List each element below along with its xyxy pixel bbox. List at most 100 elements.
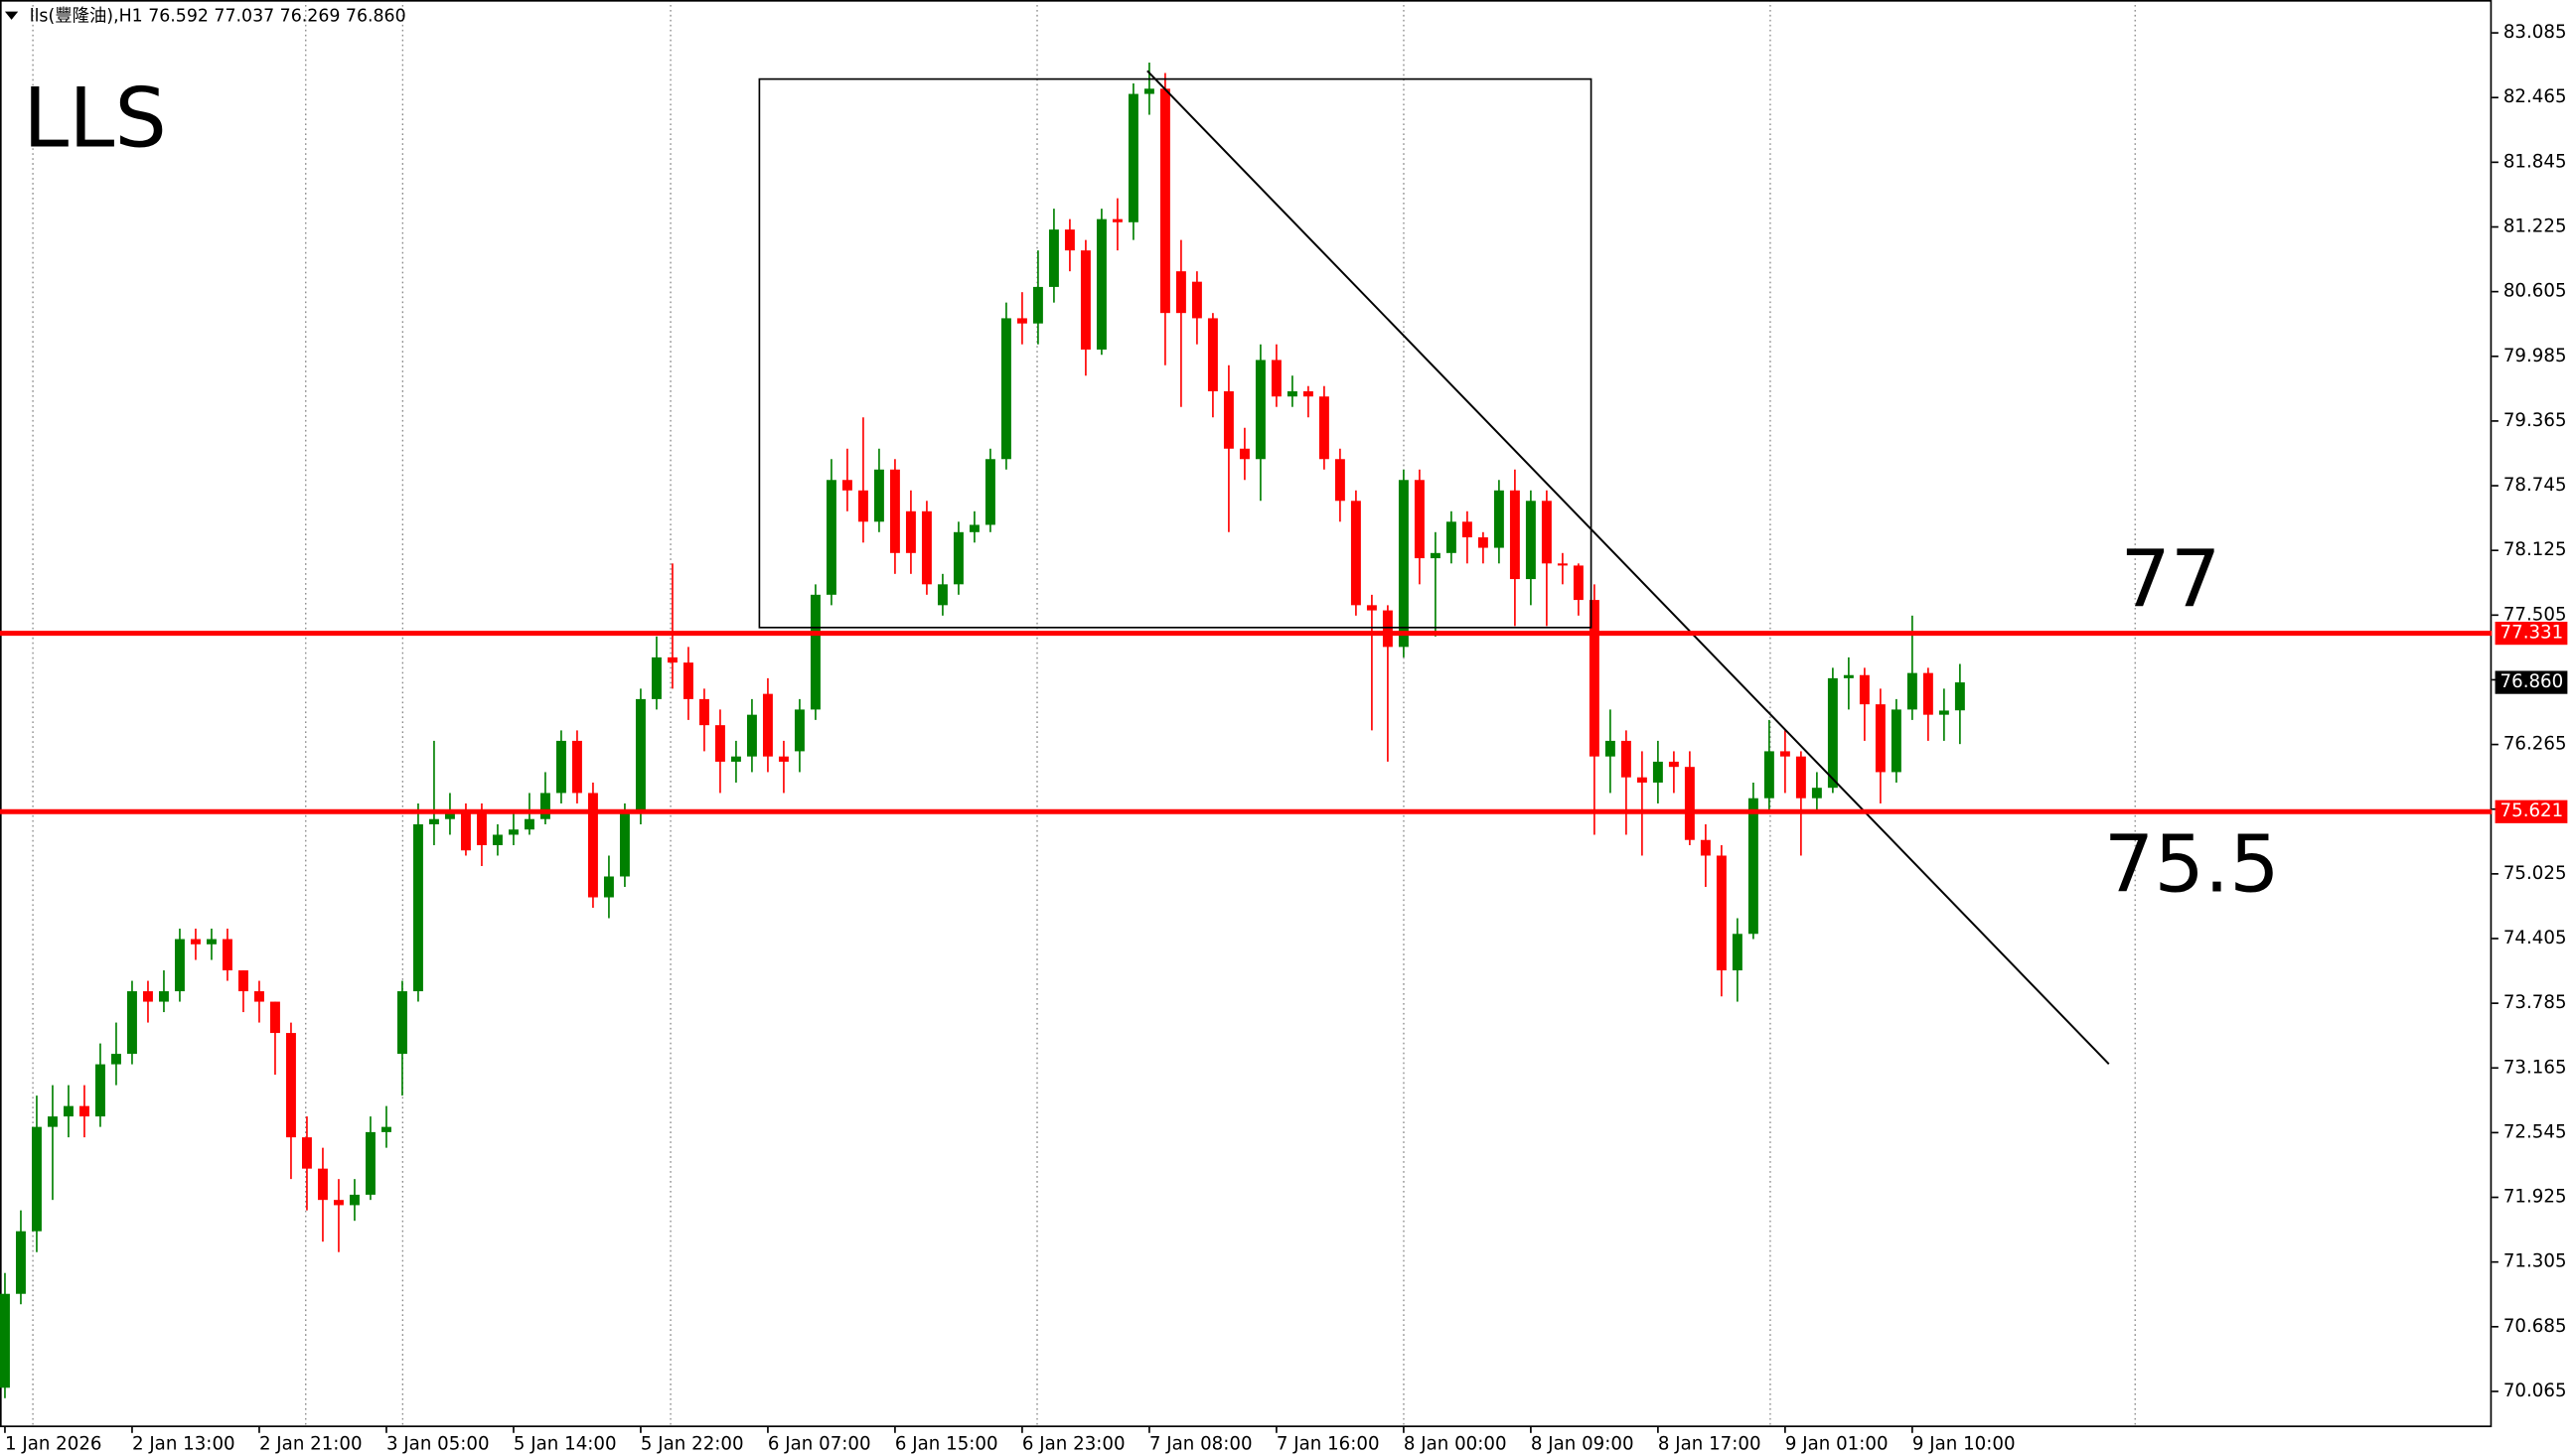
x-tick-label: 6 Jan 23:00 [1022, 1433, 1126, 1454]
candle-body [889, 469, 900, 553]
candle-body [1493, 490, 1504, 548]
y-tick-label: 78.125 [2503, 539, 2567, 560]
candle-body [762, 693, 773, 757]
candle-body [1938, 710, 1949, 715]
candle-body [1159, 88, 1170, 314]
x-tick-label: 6 Jan 07:00 [768, 1433, 871, 1454]
candle-body [1557, 563, 1568, 566]
candle-body [778, 756, 789, 762]
candle-body [1541, 501, 1552, 564]
candle-body [94, 1064, 105, 1117]
chart-header: lls(豐隆油),H1 76.592 77.037 76.269 76.860 [30, 7, 406, 27]
candle-body [1525, 501, 1536, 580]
candle-body [1334, 459, 1345, 502]
y-tick-label: 83.085 [2503, 22, 2567, 43]
current-price-label: 76.860 [2500, 671, 2564, 692]
candle-body [380, 1126, 391, 1132]
x-tick-label: 6 Jan 15:00 [895, 1433, 998, 1454]
candle-body [142, 991, 153, 1002]
candle-body [1700, 839, 1711, 856]
y-tick-label: 72.545 [2503, 1121, 2567, 1142]
candle-body [285, 1033, 296, 1138]
candle-body [365, 1131, 376, 1195]
candle-body [1922, 672, 1933, 715]
y-tick-label: 71.925 [2503, 1187, 2567, 1208]
candle-body [1382, 610, 1393, 648]
x-tick-label: 5 Jan 14:00 [514, 1433, 617, 1454]
candle-body [1445, 521, 1456, 553]
candle-body [1000, 318, 1011, 460]
candle-body [969, 524, 980, 532]
candle-body [126, 991, 137, 1055]
candle-body [1461, 521, 1472, 538]
candle-body [253, 991, 264, 1002]
y-tick-label: 75.025 [2503, 863, 2567, 884]
candle-body [1143, 88, 1154, 94]
candle-body [1191, 281, 1202, 319]
candle-body [1080, 250, 1091, 350]
candle-body [508, 829, 519, 835]
candle-body [937, 584, 948, 606]
candle-body [1827, 677, 1838, 789]
candle-body [412, 823, 423, 992]
candle-body [714, 725, 725, 762]
price-line-label: 75.621 [2500, 801, 2564, 821]
candle-body [1620, 740, 1631, 778]
candle-body [1716, 855, 1727, 971]
candle-body [1684, 767, 1695, 840]
candle-body [47, 1116, 58, 1127]
candle-body [873, 469, 884, 522]
x-tick-label: 8 Jan 09:00 [1531, 1433, 1634, 1454]
candle-body [110, 1054, 121, 1065]
candle-body [1732, 934, 1742, 971]
x-tick-label: 2 Jan 21:00 [259, 1433, 363, 1454]
plot-frame [0, 0, 2493, 1427]
x-tick-label: 3 Jan 05:00 [386, 1433, 490, 1454]
candle-body [1016, 318, 1027, 324]
candle-body [730, 756, 741, 762]
candle-body [698, 698, 709, 726]
y-tick-label: 77.505 [2503, 604, 2567, 625]
y-tick-label: 70.065 [2503, 1381, 2567, 1401]
y-tick-label: 79.365 [2503, 410, 2567, 431]
candle-body [460, 813, 471, 851]
y-tick-label: 71.305 [2503, 1251, 2567, 1272]
candle-body [1652, 761, 1663, 783]
candle-body [1859, 674, 1870, 705]
candle-body [1175, 271, 1186, 314]
x-tick-label: 8 Jan 00:00 [1404, 1433, 1507, 1454]
candle-body [984, 459, 995, 525]
candle-body [1112, 218, 1123, 222]
candle-body [15, 1231, 26, 1294]
candle-body [619, 813, 630, 877]
y-tick-label: 80.605 [2503, 281, 2567, 302]
candle-body [1636, 777, 1647, 783]
candle-body [1366, 605, 1377, 611]
candle-body [1589, 600, 1599, 757]
candle-body [1318, 396, 1329, 460]
candle-body [682, 662, 693, 699]
candle-body [301, 1137, 312, 1169]
candle-body [1795, 756, 1806, 799]
x-tick-label: 7 Jan 16:00 [1277, 1433, 1380, 1454]
candle-body [1223, 390, 1234, 449]
y-tick-label: 73.165 [2503, 1057, 2567, 1078]
candle-body [1271, 360, 1282, 397]
x-tick-label: 1 Jan 2026 [5, 1433, 102, 1454]
x-tick-label: 8 Jan 17:00 [1658, 1433, 1761, 1454]
candle-body [1302, 390, 1313, 397]
candle-body [1414, 480, 1425, 559]
y-tick-label: 81.845 [2503, 151, 2567, 172]
candle-body [524, 818, 534, 830]
trend-line [1146, 70, 2110, 1066]
candle-body [31, 1126, 42, 1232]
price-line-label-box [2495, 800, 2568, 823]
x-tick-label: 2 Jan 13:00 [132, 1433, 235, 1454]
range-rectangle [758, 77, 1592, 629]
candle-body [1573, 565, 1584, 601]
y-tick-label: 70.685 [2503, 1316, 2567, 1337]
candle-body [444, 813, 455, 819]
